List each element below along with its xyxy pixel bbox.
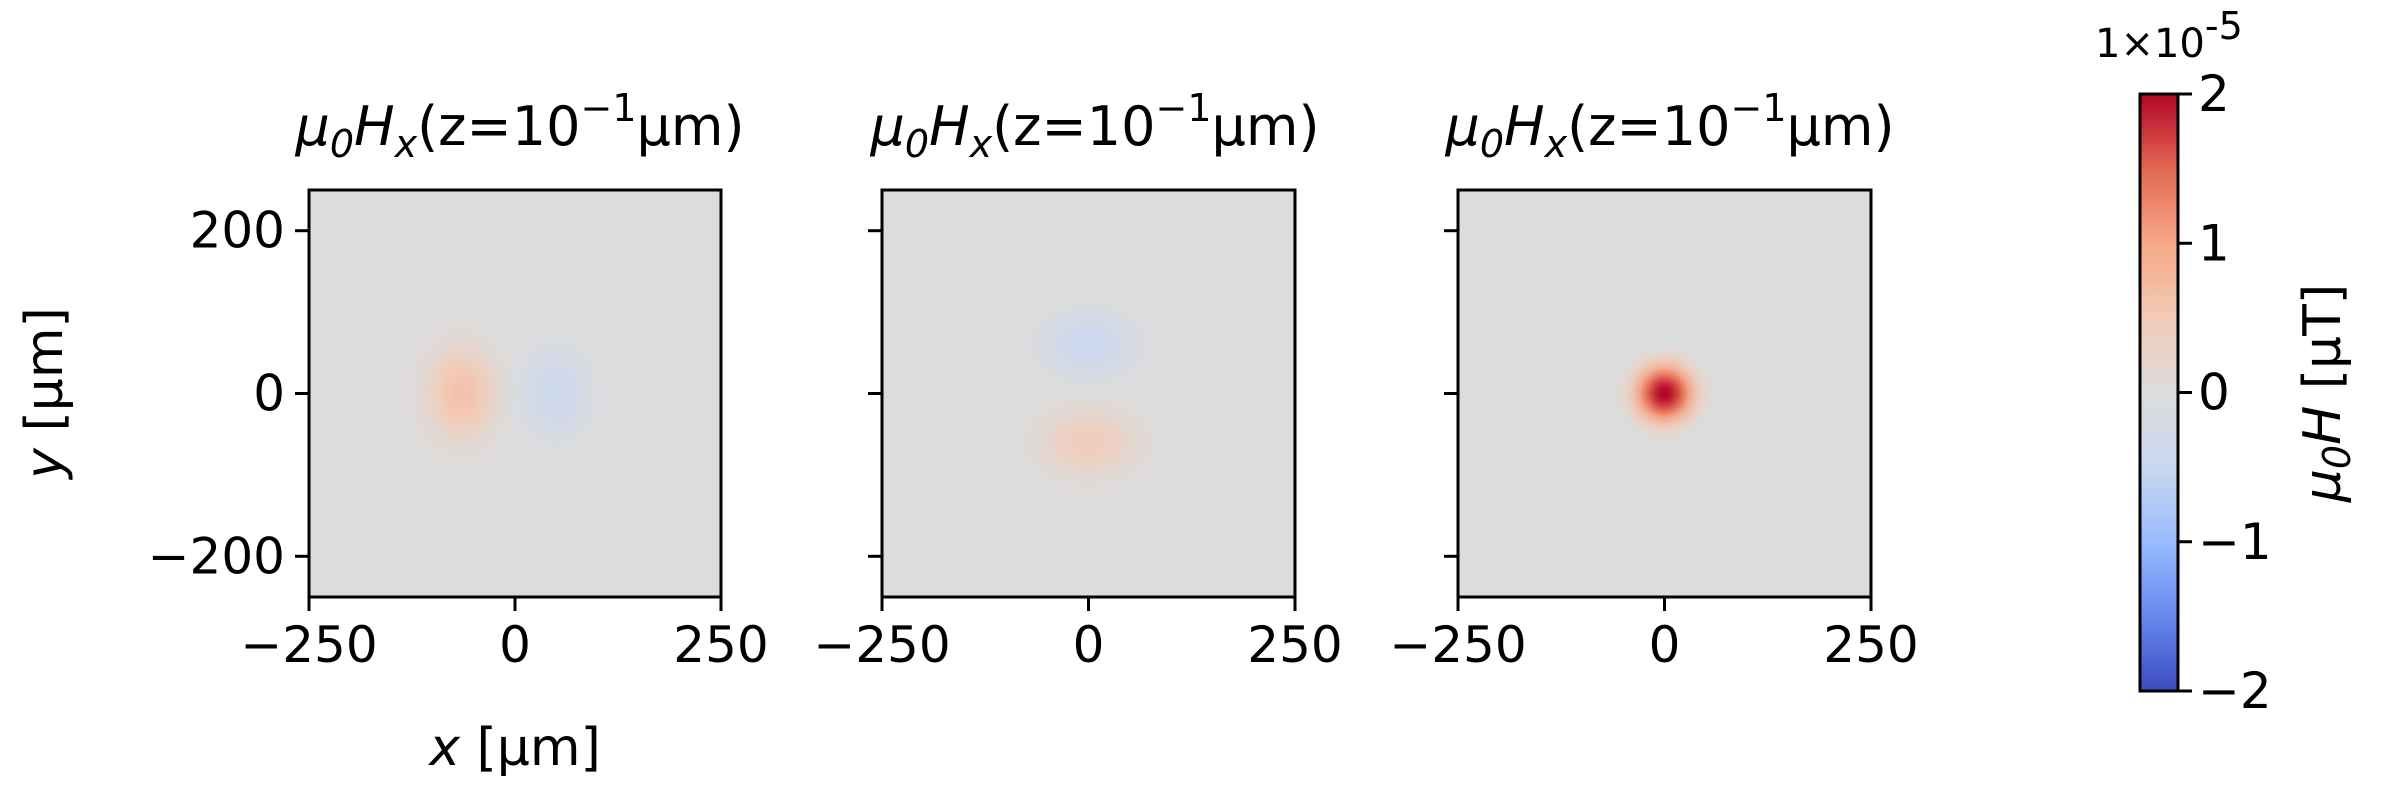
heatmap-feature [402, 315, 521, 472]
colorbar-gradient [2140, 94, 2178, 691]
x-axis-label: x [μm] [427, 718, 601, 778]
colorbar-tick-label: −1 [2198, 513, 2272, 571]
y-tick-label: 200 [190, 202, 285, 260]
y-tick-label: 0 [253, 365, 285, 423]
x-tick-label: 0 [1073, 616, 1105, 674]
x-tick-label: 250 [1247, 616, 1342, 674]
colorbar-tick-label: 1 [2198, 214, 2230, 272]
heatmap-feature [1614, 344, 1715, 443]
heatmap-image-3 [1458, 190, 1871, 597]
heatmap-panel-2: μ0Hx(z=10−1​μm) −250 0 250 [813, 86, 1342, 674]
colorbar-tick-label: −2 [2198, 662, 2272, 720]
x-tick-label: 250 [1823, 616, 1918, 674]
heatmap-feature [1009, 289, 1168, 400]
x-tick-label: 250 [673, 616, 768, 674]
colorbar-multiplier: 1×10-5 [2095, 4, 2243, 67]
heatmap-feature [1009, 387, 1168, 498]
x-tick-label: −250 [240, 616, 377, 674]
colorbar-label: μ0H [μT] [2293, 284, 2359, 503]
heatmap-panel-3: μ0Hx(z=10−1​μm) −250 0 250 [1389, 86, 1918, 674]
y-axis-label: y [μm] [15, 307, 75, 481]
colorbar-tick-label: 2 [2198, 65, 2230, 123]
colorbar-tick-label: 0 [2198, 364, 2230, 422]
panel-title-3: μ0Hx(z=10−1​μm) [1444, 86, 1894, 166]
x-tick-label: −250 [813, 616, 950, 674]
colorbar: 1×10-5 2 1 0 −1 −2 μ0H [μT] [2095, 4, 2359, 720]
x-tick-label: −250 [1389, 616, 1526, 674]
x-tick-label: 0 [499, 616, 531, 674]
y-tick-label: −200 [148, 527, 285, 585]
panel-title-2: μ0Hx(z=10−1​μm) [869, 86, 1319, 166]
x-tick-label: 0 [1649, 616, 1681, 674]
panel-title-1: μ0Hx(z=10−1​μm) [294, 86, 744, 166]
heatmap-image-1 [309, 190, 721, 597]
heatmap-feature [496, 315, 616, 472]
heatmap-image-2 [882, 190, 1295, 597]
